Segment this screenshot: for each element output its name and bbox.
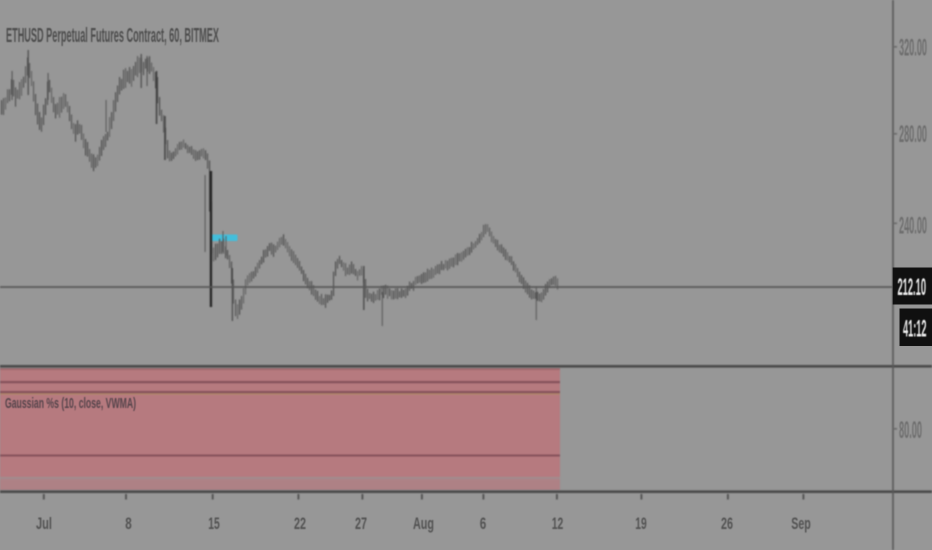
- svg-text:212.10: 212.10: [898, 274, 927, 301]
- svg-text:Gaussian %s (10, close, VWMA): Gaussian %s (10, close, VWMA): [5, 396, 136, 412]
- svg-text:Sep: Sep: [791, 514, 811, 533]
- svg-text:19: 19: [635, 514, 647, 533]
- svg-text:27: 27: [355, 514, 367, 533]
- svg-text:26: 26: [721, 514, 733, 533]
- svg-text:ETHUSD Perpetual Futures Contr: ETHUSD Perpetual Futures Contract, 60, B…: [6, 25, 219, 47]
- svg-text:Jul: Jul: [36, 514, 52, 533]
- svg-text:22: 22: [294, 514, 306, 533]
- svg-text:41:12: 41:12: [903, 316, 927, 343]
- svg-text:80.00: 80.00: [899, 417, 922, 444]
- svg-text:8: 8: [125, 514, 132, 533]
- svg-text:15: 15: [208, 514, 220, 533]
- svg-text:Aug: Aug: [413, 514, 434, 533]
- svg-text:240.00: 240.00: [899, 213, 927, 240]
- svg-text:320.00: 320.00: [899, 35, 927, 62]
- svg-text:6: 6: [480, 514, 487, 533]
- svg-text:280.00: 280.00: [899, 121, 927, 148]
- svg-text:12: 12: [552, 514, 564, 533]
